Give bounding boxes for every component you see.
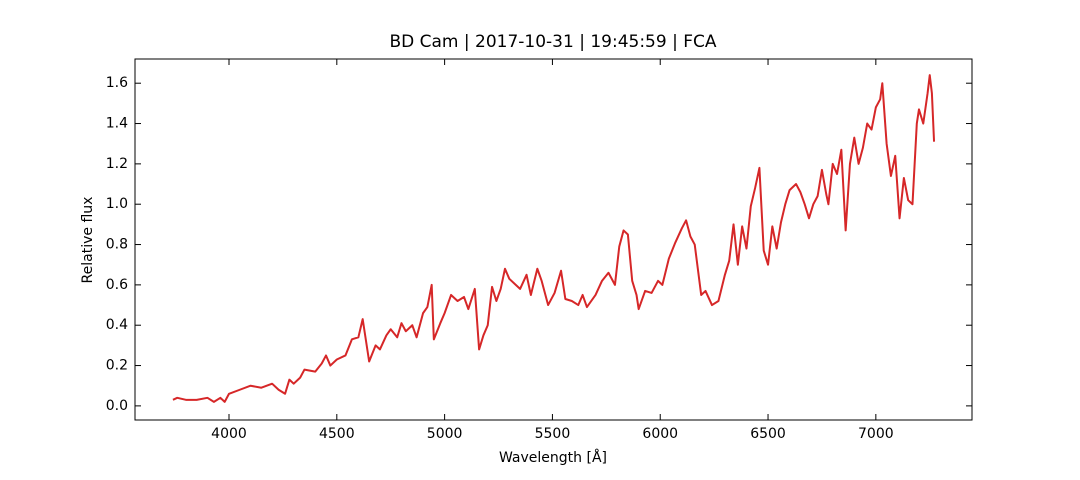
x-tick-label: 4000: [211, 426, 247, 442]
x-axis-label: Wavelength [Å]: [499, 449, 607, 466]
y-tick-label: 0.2: [106, 358, 128, 374]
x-tick-label: 6000: [642, 426, 678, 442]
y-tick-label: 1.6: [106, 75, 128, 91]
y-axis-label: Relative flux: [80, 197, 96, 284]
y-tick-label: 1.0: [106, 196, 128, 212]
chart-title: BD Cam | 2017-10-31 | 19:45:59 | FCA: [389, 32, 716, 52]
x-tick-label: 5500: [535, 426, 571, 442]
x-tick-label: 4500: [319, 426, 355, 442]
y-tick-label: 0.8: [106, 237, 128, 253]
y-tick-label: 1.4: [106, 116, 128, 132]
y-tick-label: 0.4: [106, 317, 128, 333]
plot-frame: [134, 58, 973, 421]
x-tick-label: 5000: [427, 426, 463, 442]
spectrum-line: [172, 74, 936, 403]
y-tick-label: 0.6: [106, 277, 128, 293]
x-tick-label: 6500: [750, 426, 786, 442]
y-tick-label: 1.2: [106, 156, 128, 172]
x-tick-label: 7000: [858, 426, 894, 442]
y-tick-label: 0.0: [106, 398, 128, 414]
